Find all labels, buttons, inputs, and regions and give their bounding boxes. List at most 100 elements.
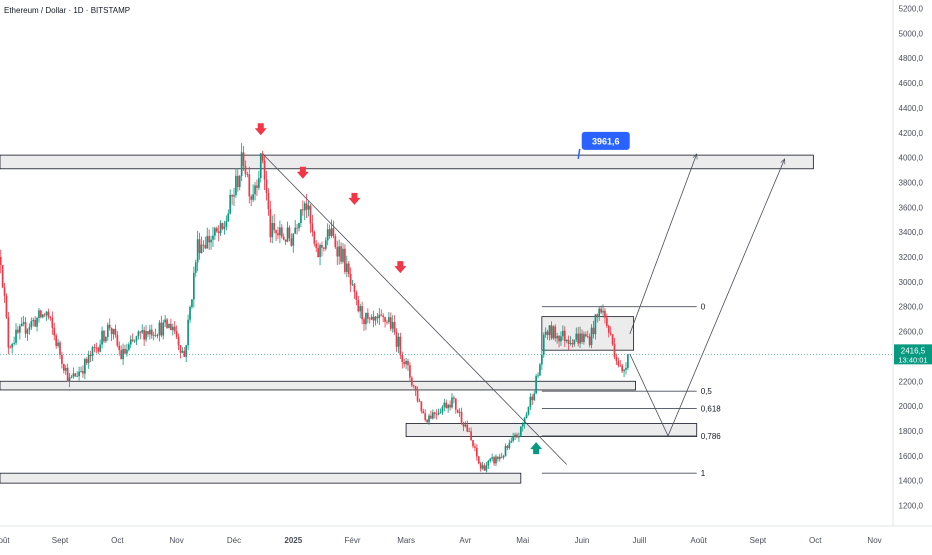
candle-body <box>242 152 245 167</box>
candle-body <box>198 239 201 254</box>
y-tick-label: 2000,0 <box>899 402 924 411</box>
candle-body <box>137 331 140 337</box>
candle-body <box>206 236 209 249</box>
candle-body <box>424 413 427 420</box>
candle-body <box>106 324 109 338</box>
price-tag-box <box>894 344 932 365</box>
candle-body <box>506 446 509 448</box>
candle-body <box>15 329 17 343</box>
y-tick-label: 5000,0 <box>899 29 924 38</box>
candle-body <box>527 406 530 415</box>
candle-body <box>445 402 448 409</box>
candle-body <box>145 331 147 340</box>
candle-body <box>403 362 406 365</box>
candle-body <box>5 295 8 318</box>
candle-body <box>583 334 585 342</box>
candle-body <box>590 327 593 346</box>
candle-body <box>240 152 243 177</box>
candle-body <box>472 440 474 447</box>
candle-body <box>235 175 237 196</box>
candle-body <box>171 326 174 331</box>
x-tick-label: Nov <box>170 536 184 545</box>
candle-body <box>435 413 438 415</box>
candle-body <box>80 371 82 372</box>
candle-body <box>221 223 224 229</box>
x-tick-label: Mars <box>397 536 415 545</box>
candle-body <box>87 354 90 364</box>
candle-body <box>110 328 113 335</box>
candle-body <box>357 299 360 312</box>
candle-body <box>426 419 428 423</box>
y-tick-label: 3400,0 <box>899 228 924 237</box>
candle-body <box>217 231 220 234</box>
candle-body <box>277 233 279 236</box>
candle-body <box>219 223 222 234</box>
candle-body <box>537 375 539 377</box>
candle-body <box>147 331 149 335</box>
candle-body <box>433 412 436 414</box>
downtrend-line <box>262 153 567 465</box>
candle-body <box>474 446 476 448</box>
candle-body <box>225 221 228 227</box>
chart-title: Ethereum / Dollar · 1D · BITSTAMP <box>4 6 130 15</box>
candle-body <box>366 312 369 319</box>
candle-body <box>378 314 381 319</box>
candle-body <box>454 398 457 410</box>
candle-body <box>7 317 10 348</box>
candle-body <box>309 205 312 224</box>
candle-body <box>391 322 394 329</box>
candle-body <box>497 456 499 459</box>
candle-body <box>290 238 293 246</box>
x-tick-label: Déc <box>227 536 241 545</box>
candle-body <box>359 306 362 312</box>
candle-body <box>263 160 266 180</box>
candle-body <box>120 350 123 360</box>
candle-body <box>323 247 325 249</box>
candle-body <box>575 333 578 340</box>
candle-body <box>491 457 493 459</box>
candle-body <box>464 424 467 427</box>
candle-body <box>363 319 365 325</box>
y-tick-label: 1400,0 <box>899 477 924 486</box>
candle-body <box>246 174 249 175</box>
candle-body <box>613 344 616 358</box>
candle-body <box>215 228 218 232</box>
candle-body <box>152 334 155 336</box>
candle-body <box>223 226 226 229</box>
candle-body <box>453 397 455 399</box>
candle-body <box>126 349 128 354</box>
candle-body <box>127 344 130 350</box>
candle-body <box>449 404 451 408</box>
support-zone <box>0 472 522 484</box>
y-tick-label: 4800,0 <box>899 54 924 63</box>
candle-body <box>61 354 63 364</box>
candle-body <box>143 330 145 340</box>
candle-body <box>210 239 212 243</box>
candle-body <box>544 331 547 335</box>
candle-body <box>55 335 58 346</box>
candle-body <box>273 223 276 231</box>
candle-body <box>231 194 233 197</box>
candle-body <box>550 325 553 339</box>
candle-body <box>409 365 411 378</box>
candle-body <box>313 231 316 244</box>
candle-body <box>380 314 383 316</box>
candle-body <box>108 324 111 329</box>
x-tick-label: Sept <box>750 536 767 545</box>
candle-body <box>489 458 492 461</box>
candle-body <box>405 360 407 365</box>
candle-body <box>292 233 295 246</box>
candle-body <box>374 316 377 321</box>
candle-body <box>160 322 163 336</box>
candle-body <box>9 347 12 349</box>
candle-body <box>229 194 232 214</box>
candle-body <box>62 363 65 371</box>
y-tick-label: 2800,0 <box>899 303 924 312</box>
x-tick-label: Oct <box>111 536 124 545</box>
candle-body <box>584 334 587 337</box>
sell-arrow-icon <box>348 192 361 205</box>
candle-body <box>315 243 318 248</box>
candle-body <box>64 367 67 371</box>
support-zone <box>405 423 698 437</box>
